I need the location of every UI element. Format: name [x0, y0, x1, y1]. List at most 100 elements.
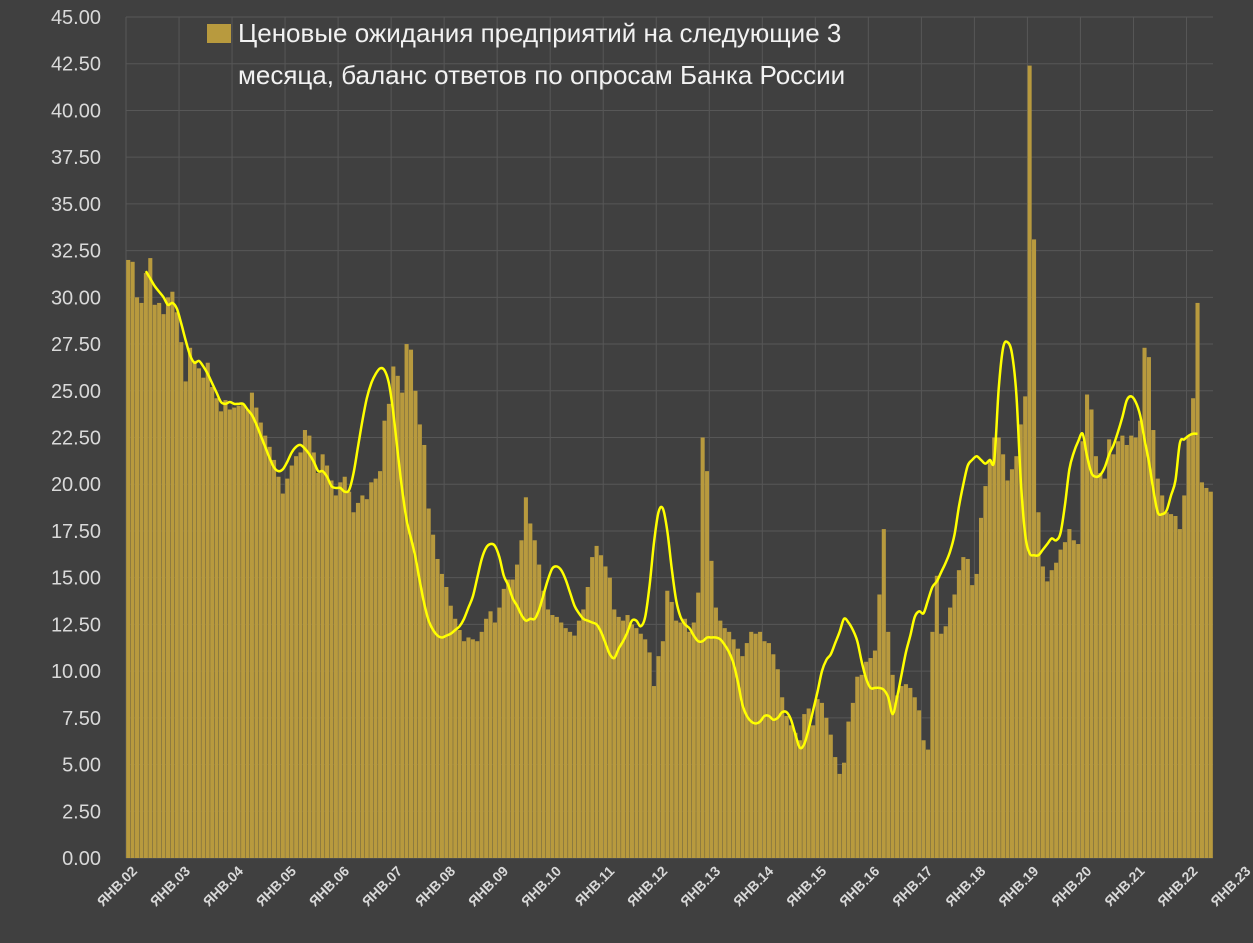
bar	[837, 773, 842, 858]
bar	[859, 674, 864, 858]
y-tick-label: 45.00	[51, 7, 101, 29]
bar	[1036, 512, 1041, 858]
bar	[453, 618, 458, 858]
bar	[987, 459, 992, 858]
bar	[784, 715, 789, 858]
bar	[192, 360, 197, 858]
bar	[444, 587, 449, 858]
bar	[139, 302, 144, 858]
bar	[1142, 347, 1147, 858]
bar	[201, 377, 206, 858]
bar	[364, 499, 369, 858]
bar	[1018, 424, 1023, 858]
bar	[833, 757, 838, 858]
bar	[1168, 514, 1174, 858]
y-tick-label: 22.50	[51, 428, 101, 450]
bar	[895, 695, 900, 858]
bar	[881, 529, 886, 858]
line-layer	[144, 270, 1198, 750]
y-tick-label: 35.00	[51, 194, 101, 216]
bar	[470, 639, 475, 858]
bar	[550, 615, 555, 858]
y-tick-label: 0.00	[62, 848, 101, 870]
bar	[1085, 394, 1090, 858]
bar	[554, 616, 559, 858]
bar	[426, 508, 431, 858]
bar	[316, 473, 321, 858]
bar	[766, 643, 771, 858]
bar	[576, 620, 581, 858]
bar	[1023, 396, 1028, 858]
bar	[325, 465, 330, 858]
bar	[342, 476, 347, 858]
bar	[674, 620, 679, 858]
bar	[563, 628, 568, 858]
y-tick-label: 42.50	[51, 54, 101, 76]
bar	[568, 631, 573, 858]
bar	[665, 590, 670, 858]
y-tick-label: 20.00	[51, 474, 101, 496]
bar	[1133, 437, 1138, 858]
bar	[196, 368, 201, 858]
bar	[713, 607, 718, 858]
bar	[749, 631, 754, 858]
bar	[457, 630, 462, 858]
bar	[956, 570, 961, 858]
y-tick-label: 32.50	[51, 241, 101, 263]
bar	[1204, 487, 1209, 858]
bar	[501, 588, 506, 858]
bar	[435, 558, 440, 858]
bar	[1155, 478, 1160, 858]
bar	[258, 422, 263, 858]
bar	[1093, 456, 1098, 858]
bar	[249, 392, 254, 858]
bar	[970, 585, 975, 858]
bar	[1040, 566, 1045, 858]
y-tick-label: 7.50	[62, 708, 101, 730]
bar	[126, 259, 131, 859]
bar	[431, 534, 436, 858]
bar	[930, 631, 935, 858]
bar	[855, 676, 860, 858]
bar	[983, 486, 988, 858]
bar	[1076, 544, 1081, 858]
bar	[448, 605, 453, 858]
bar	[594, 545, 599, 858]
bar	[850, 702, 855, 858]
bar	[727, 631, 732, 858]
bar	[912, 697, 917, 858]
bar	[263, 435, 268, 858]
bar	[311, 452, 316, 858]
bar	[890, 674, 895, 858]
bar	[868, 658, 873, 858]
bar	[1089, 409, 1094, 858]
bar	[607, 577, 612, 858]
bar	[886, 631, 891, 858]
bar	[515, 564, 520, 858]
legend-label-line-1: Ценовые ожидания предприятий на следующи…	[238, 18, 841, 48]
y-tick-label: 27.50	[51, 334, 101, 356]
bar	[298, 452, 303, 858]
bar	[638, 633, 643, 858]
bar	[417, 424, 422, 858]
bar	[559, 622, 564, 858]
bar	[811, 725, 816, 858]
bar	[992, 437, 997, 858]
bar	[413, 390, 418, 858]
bar	[952, 594, 957, 858]
bar	[1032, 239, 1037, 858]
bar	[135, 297, 140, 859]
bar	[669, 601, 674, 858]
bar	[1195, 302, 1200, 858]
bar	[294, 456, 299, 858]
bar	[1208, 491, 1213, 858]
bar	[598, 555, 604, 858]
bar	[1115, 441, 1121, 858]
bar	[1027, 65, 1032, 859]
bar	[528, 523, 533, 858]
bar	[267, 446, 272, 858]
bar	[329, 480, 334, 858]
bar	[1191, 398, 1196, 858]
